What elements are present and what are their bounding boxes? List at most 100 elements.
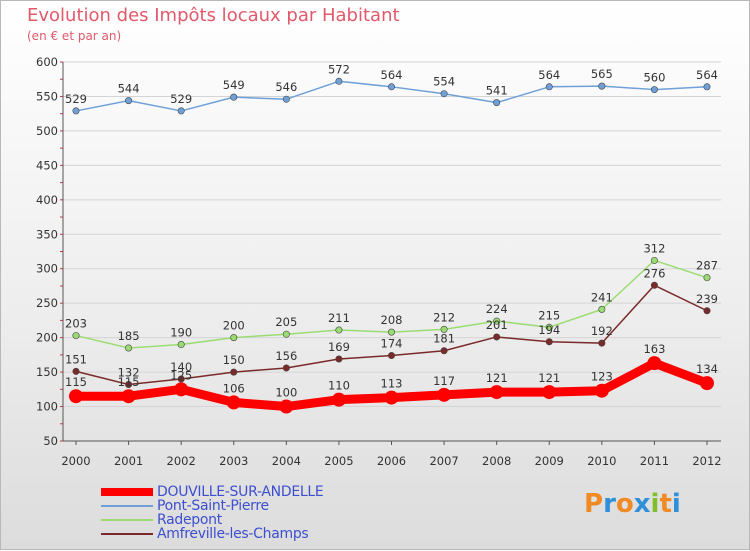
chart-title: Evolution des Impôts locaux par Habitant xyxy=(27,5,400,26)
data-label: 192 xyxy=(591,324,613,338)
legend-swatch xyxy=(101,533,153,535)
data-label: 194 xyxy=(538,323,560,337)
y-tick-label: 250 xyxy=(36,296,58,310)
data-point xyxy=(282,95,290,103)
x-tick-label: 2010 xyxy=(587,454,616,468)
data-point xyxy=(335,326,343,334)
y-tick-label: 500 xyxy=(36,124,58,138)
x-tick-label: 2006 xyxy=(377,454,406,468)
data-label: 215 xyxy=(538,308,560,322)
data-label: 554 xyxy=(433,75,455,89)
data-point xyxy=(542,385,557,400)
y-tick-label: 150 xyxy=(36,365,58,379)
chart-subtitle: (en € et par an) xyxy=(27,29,122,43)
data-point xyxy=(125,344,133,352)
y-tick-label: 400 xyxy=(36,193,58,207)
data-label: 560 xyxy=(643,71,665,85)
data-point xyxy=(335,77,343,85)
y-tick-label: 550 xyxy=(36,89,58,103)
data-point xyxy=(282,330,290,338)
x-tick-label: 2007 xyxy=(429,454,458,468)
data-point xyxy=(647,356,662,371)
x-tick-label: 2008 xyxy=(482,454,511,468)
data-point xyxy=(650,256,658,264)
data-point xyxy=(440,90,448,98)
data-label: 565 xyxy=(591,67,613,81)
data-point xyxy=(493,99,501,107)
data-label: 156 xyxy=(275,349,297,363)
data-label: 241 xyxy=(591,290,613,304)
data-label: 190 xyxy=(170,326,192,340)
x-tick-label: 2011 xyxy=(640,454,669,468)
data-label: 151 xyxy=(65,352,87,366)
data-point xyxy=(230,368,238,376)
data-label: 541 xyxy=(486,84,508,98)
data-point xyxy=(226,395,241,410)
data-point xyxy=(493,333,501,341)
data-point xyxy=(598,305,606,313)
data-label: 121 xyxy=(486,371,508,385)
data-point xyxy=(650,86,658,94)
data-label: 549 xyxy=(223,78,245,92)
legend-swatch xyxy=(101,519,153,521)
y-tick-label: 100 xyxy=(36,400,58,414)
data-label: 564 xyxy=(381,68,403,82)
data-point xyxy=(545,338,553,346)
data-point xyxy=(177,341,185,349)
data-label: 110 xyxy=(328,379,350,393)
data-point xyxy=(545,323,553,331)
data-point xyxy=(387,83,395,91)
data-point xyxy=(69,389,83,404)
x-tick-label: 2012 xyxy=(692,454,721,468)
data-label: 287 xyxy=(696,259,718,273)
data-label: 203 xyxy=(65,317,87,331)
x-tick-label: 2005 xyxy=(324,454,353,468)
legend-label: Pont-Saint-Pierre xyxy=(157,498,269,514)
data-label: 529 xyxy=(65,92,87,106)
y-tick-label: 300 xyxy=(36,262,58,276)
data-point xyxy=(703,274,711,282)
y-tick-label: 200 xyxy=(36,331,58,345)
legend-label: Amfreville-les-Champs xyxy=(157,526,309,542)
x-tick-label: 2003 xyxy=(219,454,248,468)
data-point xyxy=(282,364,290,372)
data-point xyxy=(440,325,448,333)
data-label: 200 xyxy=(223,319,245,333)
data-label: 106 xyxy=(223,381,245,395)
data-label: 185 xyxy=(118,329,140,343)
data-label: 312 xyxy=(643,241,665,255)
data-label: 140 xyxy=(170,360,192,374)
y-tick-label: 50 xyxy=(43,434,58,448)
data-label: 546 xyxy=(275,80,297,94)
data-point xyxy=(230,93,238,101)
y-tick-label: 350 xyxy=(36,227,58,241)
y-tick-label: 450 xyxy=(36,158,58,172)
data-point xyxy=(440,347,448,355)
data-label: 100 xyxy=(275,386,297,400)
data-point xyxy=(72,367,80,375)
data-point xyxy=(72,332,80,340)
legend-label: Radepont xyxy=(157,512,222,528)
data-point xyxy=(177,375,185,383)
data-label: 529 xyxy=(170,92,192,106)
x-tick-label: 2000 xyxy=(61,454,90,468)
data-point xyxy=(703,83,711,91)
data-point xyxy=(174,382,189,397)
data-label: 134 xyxy=(696,362,718,376)
data-label: 212 xyxy=(433,310,455,324)
data-point xyxy=(545,83,553,91)
legend-swatch xyxy=(101,488,153,496)
data-label: 564 xyxy=(538,68,560,82)
data-label: 544 xyxy=(118,82,140,96)
data-label: 181 xyxy=(433,332,455,346)
data-point xyxy=(331,392,346,407)
data-label: 205 xyxy=(275,315,297,329)
data-point xyxy=(230,334,238,342)
data-label: 123 xyxy=(591,370,613,384)
data-point xyxy=(594,383,609,398)
proxiti-logo: Proxiti xyxy=(584,489,681,519)
data-label: 224 xyxy=(486,302,508,316)
data-label: 125 xyxy=(170,368,192,382)
